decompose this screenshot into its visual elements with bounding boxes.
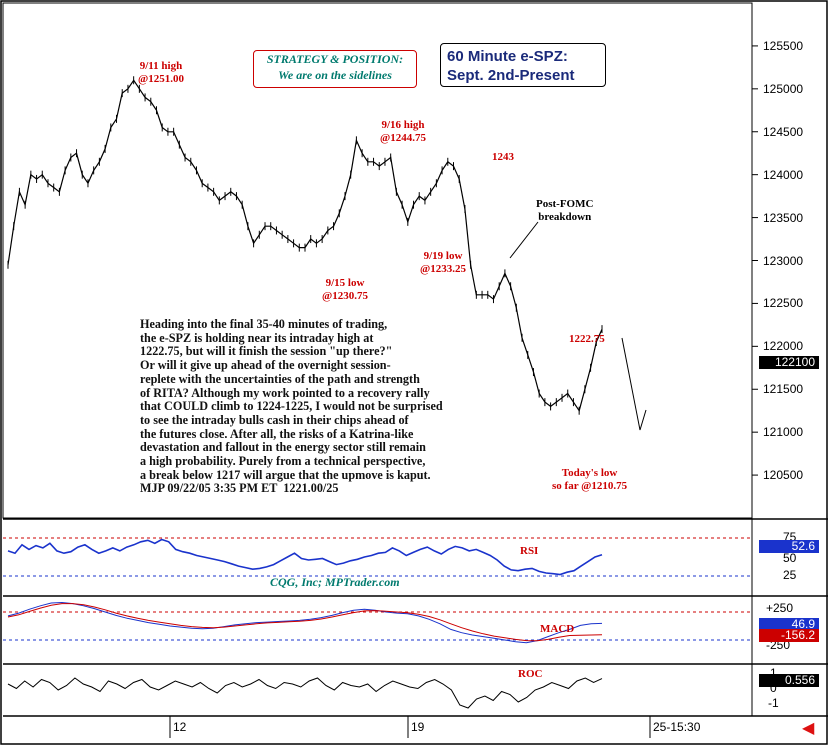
- rsi-label: RSI: [520, 545, 539, 557]
- annotation-1243: 1243: [492, 151, 514, 163]
- chart-title-box: 60 Minute e-SPZ: Sept. 2nd-Present: [440, 43, 606, 87]
- annotation-line: Today's low: [561, 467, 618, 479]
- macd-tick-label: +250: [766, 601, 794, 615]
- roc-label: ROC: [518, 668, 543, 680]
- price-tick-label: 121000: [763, 425, 804, 440]
- last-price-badge: 122100: [759, 356, 819, 369]
- y-axis-ticks: [752, 45, 758, 476]
- roc-series: [7, 677, 603, 709]
- annotation-sep15-low: 9/15 low @1230.75: [322, 277, 368, 303]
- annotation-sep19-low: 9/19 low @1233.25: [420, 250, 466, 276]
- price-tick-label: 122000: [763, 339, 804, 354]
- date-label: 19: [411, 720, 425, 734]
- macd-value-badge: 46.9: [759, 618, 819, 631]
- price-tick-label: 122500: [763, 296, 804, 311]
- rsi-tick-label: 25: [783, 568, 797, 582]
- annotation-line: @1230.75: [322, 290, 368, 302]
- annotation-line: 9/16 high: [381, 119, 425, 131]
- roc-value-badge: 0.556: [759, 674, 819, 687]
- price-tick-label: 123500: [763, 210, 804, 225]
- roc-tick-label: -1: [768, 696, 779, 710]
- annotation-line: 9/11 high: [139, 60, 183, 72]
- annotation-line: @1251.00: [138, 73, 184, 85]
- chart-title: 60 Minute e-SPZ:: [447, 48, 568, 65]
- rsi-series: [7, 538, 603, 576]
- macd-series: [7, 601, 603, 644]
- data-credit: CQG, Inc; MPTrader.com: [270, 575, 400, 589]
- annotation-sep16-high: 9/16 high @1244.75: [380, 119, 426, 145]
- macd-label: MACD: [540, 623, 575, 635]
- annotation-line: 9/15 low: [325, 277, 365, 289]
- price-tick-label: 123000: [763, 253, 804, 268]
- strategy-heading: STRATEGY & POSITION:: [266, 52, 404, 66]
- fomc-pointer-line: [509, 221, 539, 259]
- strategy-box: STRATEGY & POSITION: We are on the sidel…: [253, 50, 417, 88]
- date-label: 12: [173, 720, 187, 734]
- chart-subtitle: Sept. 2nd-Present: [447, 67, 575, 84]
- annotation-todays-low: Today's low so far @1210.75: [552, 467, 627, 493]
- rsi-line: [7, 538, 603, 576]
- roc-line: [7, 677, 603, 709]
- annotation-sep11-high: 9/11 high @1251.00: [138, 60, 184, 86]
- price-tick-label: 125000: [763, 81, 804, 96]
- scroll-left-arrow-icon[interactable]: ◀: [802, 718, 815, 737]
- price-tick-label: 120500: [763, 468, 804, 483]
- annotation-post-fomc: Post-FOMC breakdown: [536, 198, 593, 224]
- price-tick-label: 124500: [763, 124, 804, 139]
- annotation-intraday-high: 1222.75: [569, 333, 605, 345]
- annotation-line: @1233.25: [420, 263, 466, 275]
- downward-arrow: [621, 337, 647, 431]
- roc-tick-label: 0: [770, 681, 777, 695]
- annotation-line: breakdown: [538, 211, 592, 223]
- price-tick-label: 121500: [763, 382, 804, 397]
- price-series: [7, 76, 603, 415]
- macd-line: [7, 601, 603, 644]
- price-tick-label: 124000: [763, 167, 804, 182]
- rsi-value-badge: 52.6: [759, 540, 819, 553]
- date-label: 25-15:30: [653, 720, 701, 734]
- price-tick-label: 125500: [763, 38, 804, 53]
- commentary-text: Heading into the final 35-40 minutes of …: [140, 317, 443, 496]
- roc-tick-label: 1: [770, 666, 777, 680]
- annotation-line: 9/19 low: [423, 250, 463, 262]
- macd-signal-line: [7, 603, 603, 642]
- rsi-tick-label: 50: [783, 551, 797, 565]
- strategy-status: We are on the sidelines: [278, 68, 392, 82]
- annotation-line: Post-FOMC: [536, 198, 594, 210]
- annotation-line: so far @1210.75: [552, 480, 628, 492]
- annotation-line: @1244.75: [380, 132, 426, 144]
- macd-signal-badge: -156.2: [759, 629, 819, 642]
